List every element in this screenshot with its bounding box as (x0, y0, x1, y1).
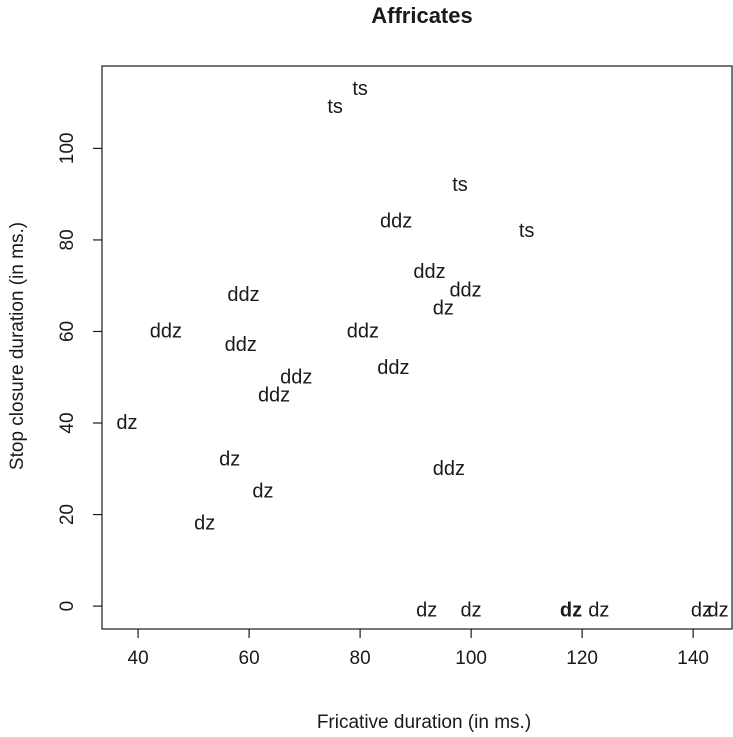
data-point-label: ddz (380, 211, 412, 233)
data-point-label: ddz (449, 279, 481, 301)
x-tick-label: 100 (455, 648, 487, 669)
data-point-label: ts (327, 96, 343, 118)
y-axis-label: Stop closure duration (in ms.) (7, 222, 28, 470)
x-axis-label: Fricative duration (in ms.) (317, 712, 531, 733)
data-point-label: ddz (347, 320, 379, 342)
x-tick-label: 140 (677, 648, 709, 669)
data-point-label: ddz (150, 320, 182, 342)
x-tick-label: 40 (128, 648, 149, 669)
y-tick-label: 80 (57, 229, 78, 250)
data-point-label: dz (252, 481, 273, 503)
data-point-label: dz (433, 298, 454, 320)
data-point-label: ts (519, 220, 535, 242)
chart-title: Affricates (371, 3, 472, 28)
data-point-label: dz (194, 513, 215, 535)
data-point-label: ddz (280, 366, 312, 388)
data-point-label: ddz (225, 334, 257, 356)
y-tick-label: 60 (57, 321, 78, 342)
x-axis: 40 60 80 100 120 140 (128, 629, 709, 669)
data-point-label: ddz (377, 357, 409, 379)
data-point-label: dz (691, 600, 712, 622)
plot-frame (101, 65, 733, 630)
x-tick-label: 60 (239, 648, 260, 669)
data-point-label: dz (461, 600, 482, 622)
data-point-label: ts (352, 78, 368, 100)
y-tick-label: 40 (57, 412, 78, 433)
x-tick-label: 120 (566, 648, 598, 669)
data-point-label: dz (588, 600, 609, 622)
data-point-label: ts (452, 174, 468, 196)
data-point-label: dz (708, 600, 729, 622)
data-point-label: ddz (413, 261, 445, 283)
y-tick-label: 20 (57, 504, 78, 525)
y-tick-label: 0 (57, 601, 78, 612)
data-point-label: dz (219, 449, 240, 471)
y-tick-label: 100 (57, 133, 78, 165)
data-point-label: dz (116, 412, 137, 434)
y-axis: 0 20 40 60 80 100 (57, 133, 102, 612)
data-point-label: ddz (433, 458, 465, 480)
data-point-label: ddz (227, 284, 259, 306)
data-point-label: ddz (258, 385, 290, 407)
data-point-label: dz (416, 600, 437, 622)
data-point-label: dz (560, 600, 582, 622)
x-tick-label: 80 (350, 648, 371, 669)
